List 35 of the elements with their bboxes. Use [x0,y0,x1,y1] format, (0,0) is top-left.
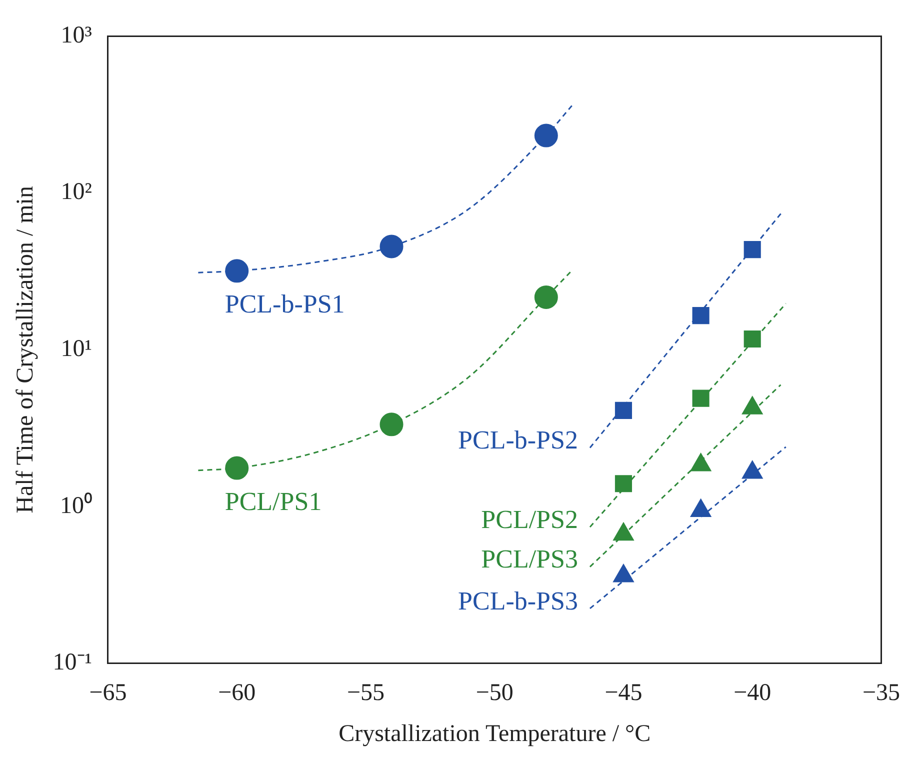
x-axis-title: Crystallization Temperature / °C [338,720,651,747]
y-tick-label: 10² [60,179,92,206]
x-tick-label: −40 [734,680,772,706]
point [690,453,712,472]
x-tick-label: −35 [862,680,900,706]
series-label: PCL-b-PS1 [224,290,345,319]
y-axis-title: Half Time of Crystallization / min [12,186,39,514]
series-label: PCL-b-PS2 [458,426,578,455]
y-tick-label: 10¹ [60,336,92,362]
point [742,460,763,479]
y-tick-label: 10⁰ [60,492,92,519]
point [614,402,632,419]
point [690,499,712,518]
point [380,234,404,258]
point [613,522,634,541]
point [744,330,761,348]
point [534,285,558,309]
point [692,307,710,324]
point [225,259,249,283]
series-label: PCL/PS1 [224,486,322,516]
point [744,241,761,258]
series-label: PCL-b-PS3 [458,586,578,616]
x-tick-label: −65 [89,680,127,706]
y-tick-label: 10⁻¹ [52,650,92,676]
series-label: PCL/PS2 [481,504,578,534]
point [534,124,558,148]
x-tick-label: −60 [218,680,256,706]
series-label: PCL/PS3 [481,544,578,574]
point [692,390,710,407]
x-tick-label: −50 [476,680,514,706]
point [613,564,634,582]
y-tick-label: 10³ [60,22,92,48]
point [380,412,404,436]
x-tick-label: −55 [346,680,385,706]
x-tick-label: −45 [604,680,642,706]
